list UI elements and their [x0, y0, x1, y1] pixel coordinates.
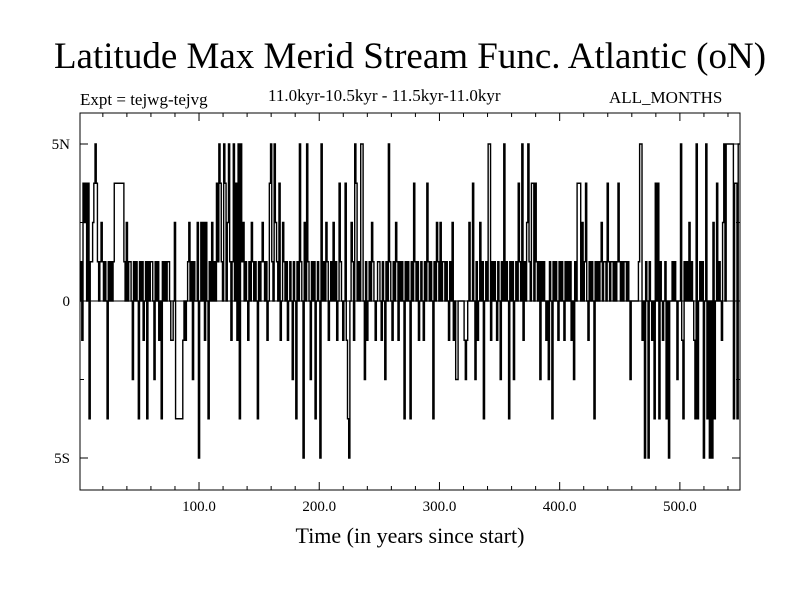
y-tick-label: 5N	[52, 137, 71, 153]
x-tick-label: 300.0	[423, 499, 457, 515]
series-line	[79, 143, 740, 459]
axis-ticks: 100.0 200.0 300.0 400.0 500.0 5S 0 5N	[52, 113, 740, 515]
x-axis-title: Time (in years since start)	[296, 523, 525, 548]
chart-title: Latitude Max Merid Stream Func. Atlantic…	[53, 36, 767, 77]
period-label: 11.0kyr-10.5kyr - 11.5kyr-11.0kyr	[268, 86, 501, 105]
x-tick-label: 400.0	[543, 499, 577, 515]
x-tick-label: 200.0	[302, 499, 336, 515]
y-tick-label: 0	[63, 294, 71, 310]
x-tick-label: 100.0	[182, 499, 216, 515]
experiment-label: Expt = tejwg-tejvg	[80, 90, 208, 109]
x-tick-label: 500.0	[663, 499, 697, 515]
y-tick-label: 5S	[54, 451, 70, 467]
season-label: ALL_MONTHS	[609, 88, 723, 107]
